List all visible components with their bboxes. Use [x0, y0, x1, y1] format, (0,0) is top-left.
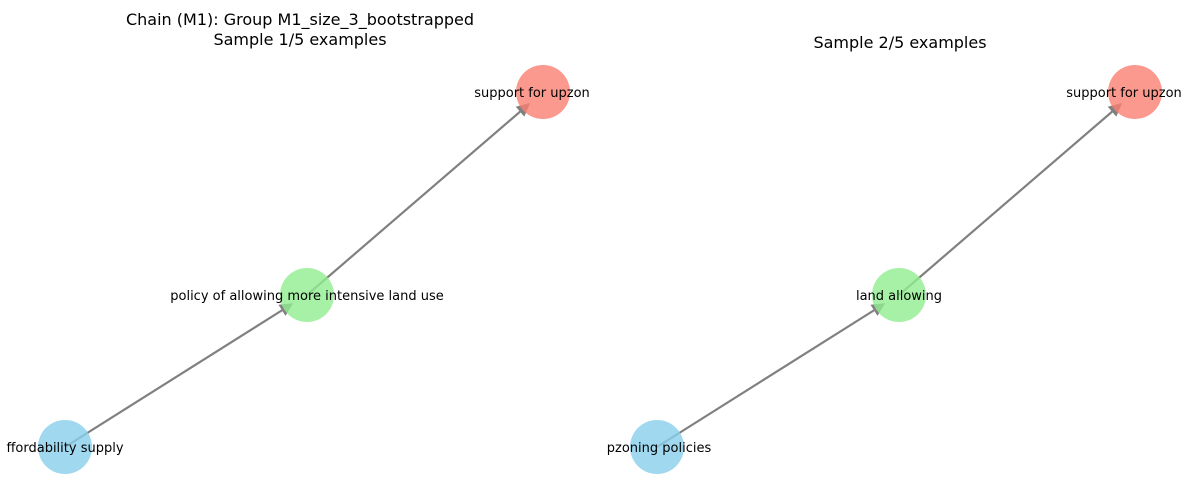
source-node-label: ffordability supply: [6, 441, 123, 456]
target-node-label: support for upzon: [1066, 86, 1182, 101]
middle-node: [872, 268, 926, 322]
panel-title: Sample 2/5 examples: [600, 33, 1200, 53]
diagram-panel-left: Chain (M1): Group M1_size_3_bootstrapped…: [0, 10, 600, 474]
target-node: [516, 65, 570, 119]
source-node: [630, 420, 684, 474]
edge-middle-to-target: [898, 103, 1123, 296]
chain-graph: pzoning policies land allowing support f…: [607, 65, 1182, 474]
chain-graph: ffordability supply policy of allowing m…: [6, 65, 590, 474]
edge-source-to-middle: [656, 303, 886, 448]
middle-node-label: policy of allowing more intensive land u…: [170, 289, 444, 304]
title-line-2: Sample 2/5 examples: [813, 33, 987, 52]
edge-middle-to-target: [306, 103, 531, 296]
middle-node: [280, 268, 334, 322]
middle-node-label: land allowing: [856, 289, 942, 304]
title-line-1: Chain (M1): Group M1_size_3_bootstrapped: [125, 10, 475, 29]
target-node: [1108, 65, 1162, 119]
panel-title: Chain (M1): Group M1_size_3_bootstrapped…: [0, 10, 600, 50]
source-node-label: pzoning policies: [607, 441, 712, 456]
title-line-2: Sample 1/5 examples: [213, 30, 387, 49]
edge-source-to-middle: [64, 303, 294, 448]
source-node: [38, 420, 92, 474]
target-node-label: support for upzon: [474, 86, 590, 101]
diagram-panel-right: Sample 2/5 examples pzoning policies lan…: [600, 0, 1200, 500]
